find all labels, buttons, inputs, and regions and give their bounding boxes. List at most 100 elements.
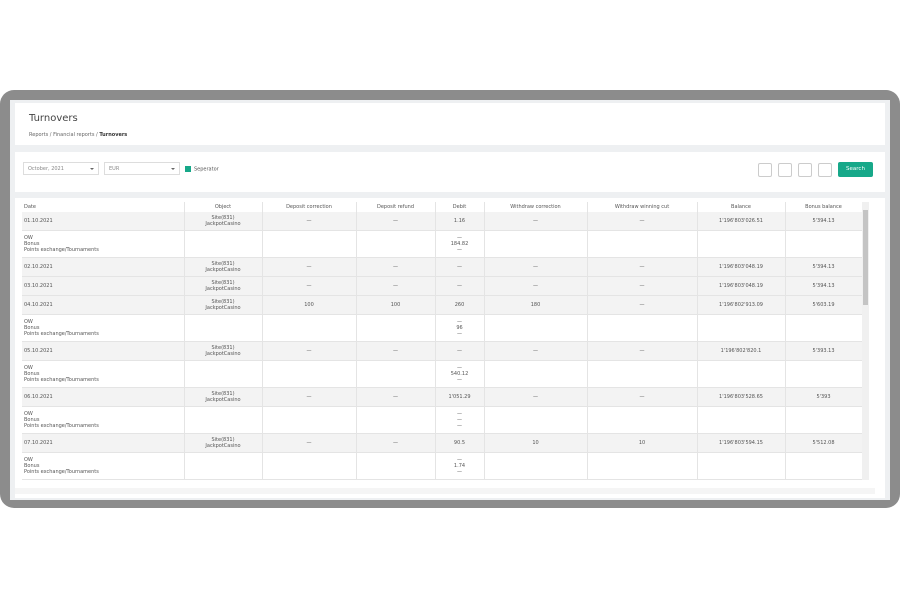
detail-debit: —184.82—: [435, 230, 485, 258]
object-line: JackpotCasino: [205, 286, 241, 292]
value-cell: —: [356, 433, 436, 453]
column-header: Deposit correction: [262, 202, 357, 212]
value-cell: 1'196'802'820.1: [697, 341, 786, 361]
search-button[interactable]: Search: [838, 162, 873, 177]
value-cell: 1.16: [435, 212, 485, 231]
value-cell: —: [587, 295, 698, 315]
detail-value: 96: [456, 325, 463, 331]
empty-cell: [356, 452, 436, 480]
object-cell: Site(831) JackpotCasino: [184, 433, 263, 453]
value-cell: —: [262, 257, 357, 277]
value-cell: —: [587, 257, 698, 277]
crumb[interactable]: Financial reports: [53, 132, 95, 138]
detail-label: Points exchange/Tournaments: [24, 377, 99, 383]
object-line: JackpotCasino: [205, 351, 241, 357]
column-header: Withdraw correction: [484, 202, 588, 212]
value-cell: —: [262, 212, 357, 231]
device-frame: Turnovers Reports / Financial reports / …: [0, 90, 900, 508]
date-cell: 05.10.2021: [22, 341, 185, 361]
detail-value: —: [457, 331, 462, 337]
object-cell: Site(831) JackpotCasino: [184, 257, 263, 277]
column-header: Balance: [697, 202, 786, 212]
vertical-scrollbar[interactable]: [862, 202, 869, 480]
empty-cell: [184, 360, 263, 388]
detail-value: —: [457, 417, 462, 423]
value-cell: 5'393.13: [785, 341, 862, 361]
detail-row: OW Bonus Points exchange/Tournaments —96—: [22, 314, 862, 342]
data-row: 02.10.2021 Site(831) JackpotCasino — — — — —1'1…: [22, 257, 862, 277]
value-cell: 5'394.13: [785, 212, 862, 231]
app-screen: Turnovers Reports / Financial reports / …: [10, 100, 890, 500]
empty-cell: [356, 406, 436, 434]
period-select[interactable]: October, 2021: [23, 162, 99, 175]
detail-row: OW Bonus Points exchange/Tournaments — — —: [22, 406, 862, 434]
header-card: Turnovers Reports / Financial reports / …: [15, 103, 885, 145]
detail-value: 184.82: [450, 241, 469, 247]
empty-cell: [697, 360, 786, 388]
crumb[interactable]: Reports: [29, 132, 49, 138]
object-line: Site(831): [211, 299, 235, 305]
date-cell: 01.10.2021: [22, 212, 185, 231]
empty-cell: [184, 452, 263, 480]
value-cell: —: [356, 212, 436, 231]
value-cell: —: [484, 212, 588, 231]
detail-value: —: [457, 235, 462, 241]
separator-checkbox[interactable]: Seperator: [185, 166, 219, 173]
empty-cell: [262, 360, 357, 388]
detail-debit: —96—: [435, 314, 485, 342]
value-cell: —: [435, 257, 485, 277]
currency-select[interactable]: EUR: [104, 162, 180, 175]
data-row: 05.10.2021 Site(831) JackpotCasino — — — — —1'1…: [22, 341, 862, 361]
detail-labels: OW Bonus Points exchange/Tournaments: [22, 406, 185, 434]
date-cell: 02.10.2021: [22, 257, 185, 277]
object-line: Site(831): [211, 280, 235, 286]
horizontal-scrollbar[interactable]: [15, 488, 875, 494]
detail-value: —: [457, 411, 462, 417]
value-cell: —: [587, 387, 698, 407]
value-cell: 1'051.29: [435, 387, 485, 407]
value-cell: 5'603.19: [785, 295, 862, 315]
object-line: Site(831): [211, 345, 235, 351]
value-cell: —: [356, 257, 436, 277]
value-cell: —: [435, 276, 485, 296]
value-cell: —: [356, 341, 436, 361]
fullscreen-button[interactable]: [758, 163, 772, 177]
detail-debit: —540.12—: [435, 360, 485, 388]
value-cell: 5'393: [785, 387, 862, 407]
detail-label: Bonus: [24, 241, 40, 247]
table-body: 01.10.2021 Site(831) JackpotCasino — —1.16— —…: [22, 212, 862, 480]
detail-value: —: [457, 319, 462, 325]
data-row: 01.10.2021 Site(831) JackpotCasino — —1.16— —…: [22, 212, 862, 231]
detail-value: —: [457, 423, 462, 429]
empty-cell: [785, 314, 862, 342]
detail-value: —: [457, 469, 462, 475]
value-cell: —: [587, 276, 698, 296]
export-button[interactable]: [798, 163, 812, 177]
empty-cell: [785, 406, 862, 434]
column-header: Date: [22, 202, 185, 212]
object-cell: Site(831) JackpotCasino: [184, 387, 263, 407]
value-cell: 90.5: [435, 433, 485, 453]
value-cell: 5'394.13: [785, 276, 862, 296]
data-row: 06.10.2021 Site(831) JackpotCasino — —1'051.…: [22, 387, 862, 407]
refresh-button[interactable]: [778, 163, 792, 177]
column-header: Deposit refund: [356, 202, 436, 212]
data-row: 03.10.2021 Site(831) JackpotCasino — — — — —1'1…: [22, 276, 862, 296]
empty-cell: [484, 360, 588, 388]
value-cell: —: [587, 212, 698, 231]
empty-cell: [356, 230, 436, 258]
detail-label: OW: [24, 365, 33, 371]
value-cell: —: [587, 341, 698, 361]
settings-button[interactable]: [818, 163, 832, 177]
empty-cell: [356, 360, 436, 388]
detail-label: Bonus: [24, 325, 40, 331]
empty-cell: [785, 452, 862, 480]
object-cell: Site(831) JackpotCasino: [184, 212, 263, 231]
detail-label: OW: [24, 457, 33, 463]
column-header: Bonus balance: [785, 202, 862, 212]
value-cell: —: [356, 387, 436, 407]
detail-label: Bonus: [24, 417, 40, 423]
breadcrumb: Reports / Financial reports / Turnovers: [29, 132, 128, 138]
header-row: Date Object Deposit correction Deposit refu…: [22, 202, 862, 212]
detail-label: OW: [24, 235, 33, 241]
